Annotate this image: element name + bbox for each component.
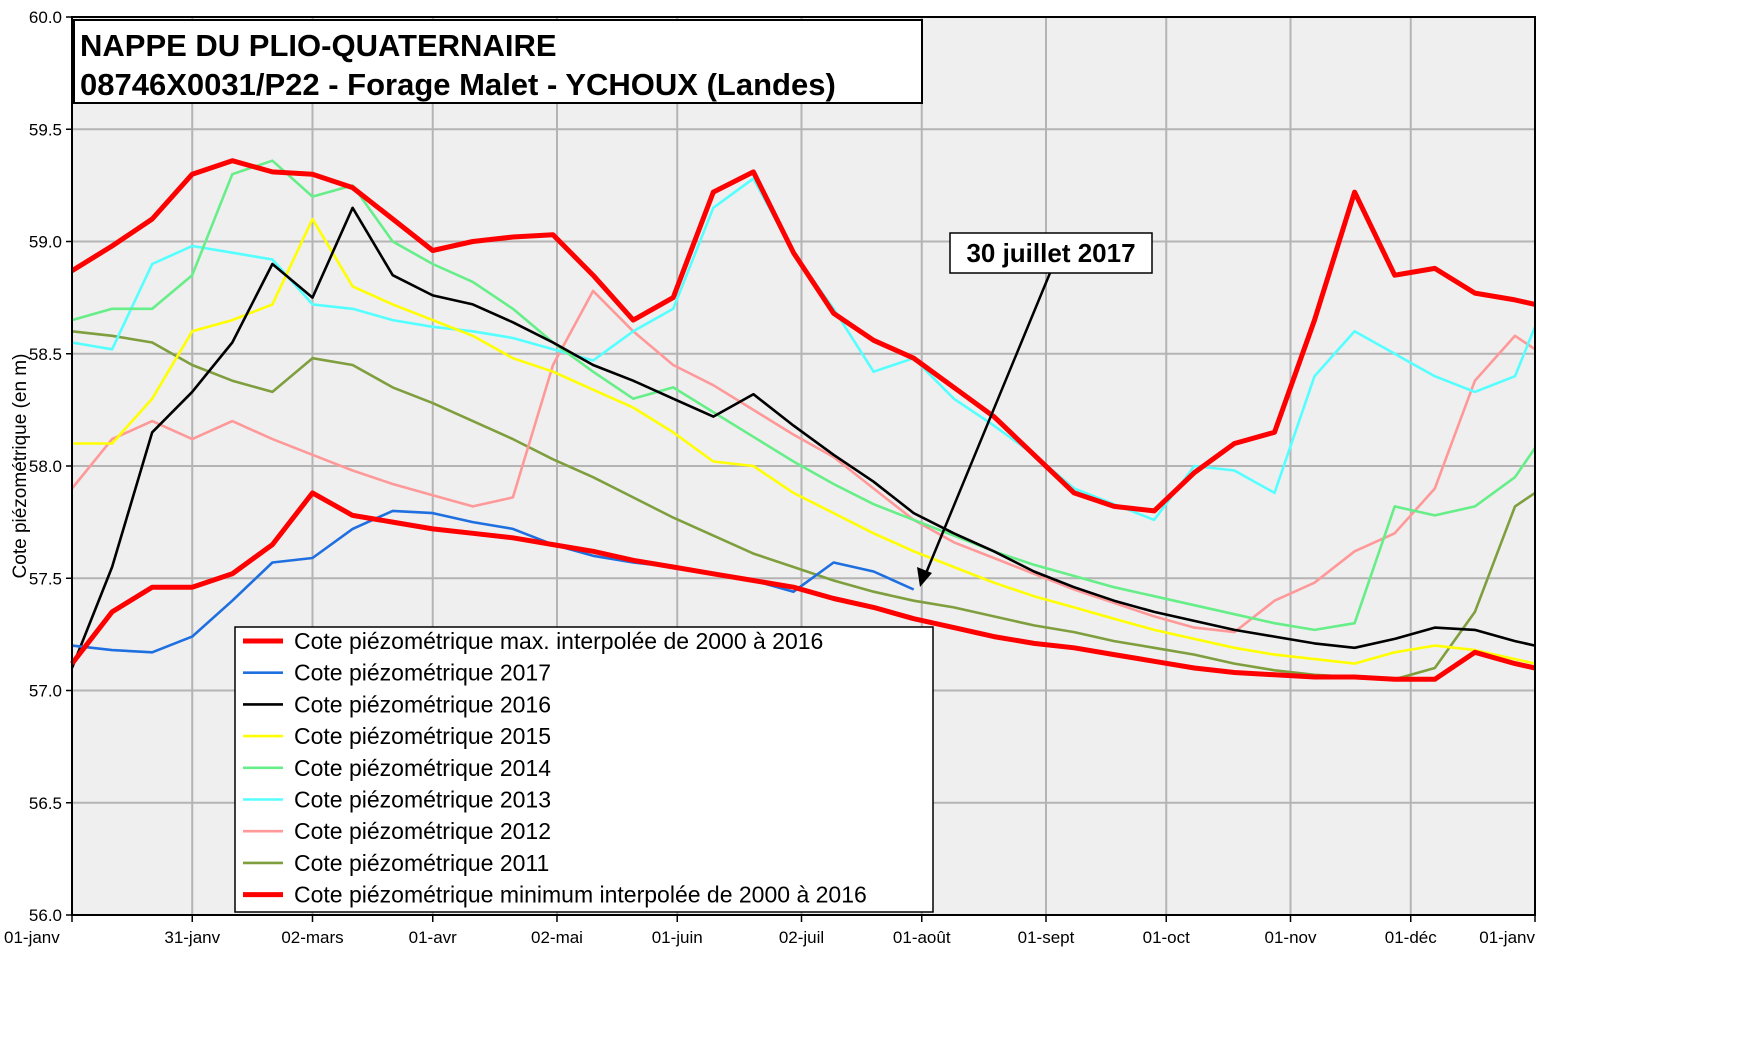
series-line bbox=[70, 490, 1536, 682]
x-tick-label: 02-mai bbox=[531, 928, 583, 947]
y-tick-label: 59.5 bbox=[29, 120, 62, 139]
series-line bbox=[70, 289, 1536, 634]
x-tick-label: 01-avr bbox=[409, 928, 458, 947]
x-tick-label: 01-nov bbox=[1265, 928, 1317, 947]
x-tick-label: 02-juil bbox=[779, 928, 824, 947]
y-tick-label: 58.5 bbox=[29, 345, 62, 364]
x-tick-label: 01-déc bbox=[1385, 928, 1437, 947]
legend-label: Cote piézométrique 2015 bbox=[294, 723, 551, 749]
y-tick-label: 57.0 bbox=[29, 682, 62, 701]
legend-box bbox=[234, 626, 934, 913]
series-line bbox=[72, 217, 1536, 665]
y-tick-label: 58.0 bbox=[29, 457, 62, 476]
legend-label: Cote piézométrique 2011 bbox=[294, 850, 549, 876]
y-tick-label: 59.0 bbox=[29, 233, 62, 252]
annotation-arrowhead bbox=[917, 567, 932, 587]
legend-label: Cote piézométrique 2012 bbox=[294, 818, 551, 844]
title-box bbox=[73, 19, 923, 104]
chart-title: NAPPE DU PLIO-QUATERNAIRE bbox=[80, 28, 557, 63]
annotation-box bbox=[949, 232, 1153, 274]
legend-label: Cote piézométrique 2017 bbox=[294, 660, 551, 686]
lines bbox=[70, 158, 1537, 682]
y-tick-label: 57.5 bbox=[29, 569, 62, 588]
series-line bbox=[71, 159, 1537, 632]
legend-label: Cote piézométrique 2014 bbox=[294, 755, 551, 781]
x-tick-label: 01-janv bbox=[1479, 928, 1535, 947]
axes: 56.0 56.5 57.0 57.5 58.0 58.5 59.0 59.5 60.0 01-j… bbox=[4, 8, 1536, 947]
legend-label: Cote piézométrique 2016 bbox=[294, 691, 551, 717]
series-line bbox=[70, 158, 1536, 514]
x-tick-label: 01-oct bbox=[1143, 928, 1191, 947]
annotation: 30 juillet 2017 bbox=[966, 238, 1135, 268]
x-tick-label: 01-juin bbox=[652, 928, 703, 947]
y-tick-label: 56.0 bbox=[29, 906, 62, 925]
annotation-arrow bbox=[922, 272, 1052, 579]
legend: Cote piézométrique max. interpolée de 20… bbox=[243, 628, 867, 908]
x-tick-label: 01-janv bbox=[4, 928, 60, 947]
series-line bbox=[70, 206, 1536, 669]
x-tick-label: 31-janv bbox=[164, 928, 220, 947]
y-tick-label: 56.5 bbox=[29, 794, 62, 813]
legend-label: Cote piézométrique minimum interpolée de… bbox=[294, 882, 867, 908]
y-tick-label: 60.0 bbox=[29, 8, 62, 27]
y-axis-label: Cote piézométrique (en m) bbox=[10, 354, 31, 579]
legend-label: Cote piézométrique max. interpolée de 20… bbox=[294, 628, 823, 654]
x-tick-label: 02-mars bbox=[281, 928, 343, 947]
x-tick-label: 01-août bbox=[893, 928, 951, 947]
legend-label: Cote piézométrique 2013 bbox=[294, 787, 551, 813]
x-tick-label: 01-sept bbox=[1018, 928, 1075, 947]
series-line bbox=[71, 330, 1536, 681]
chart-subtitle: 08746X0031/P22 - Forage Malet - YCHOUX (… bbox=[80, 67, 836, 102]
